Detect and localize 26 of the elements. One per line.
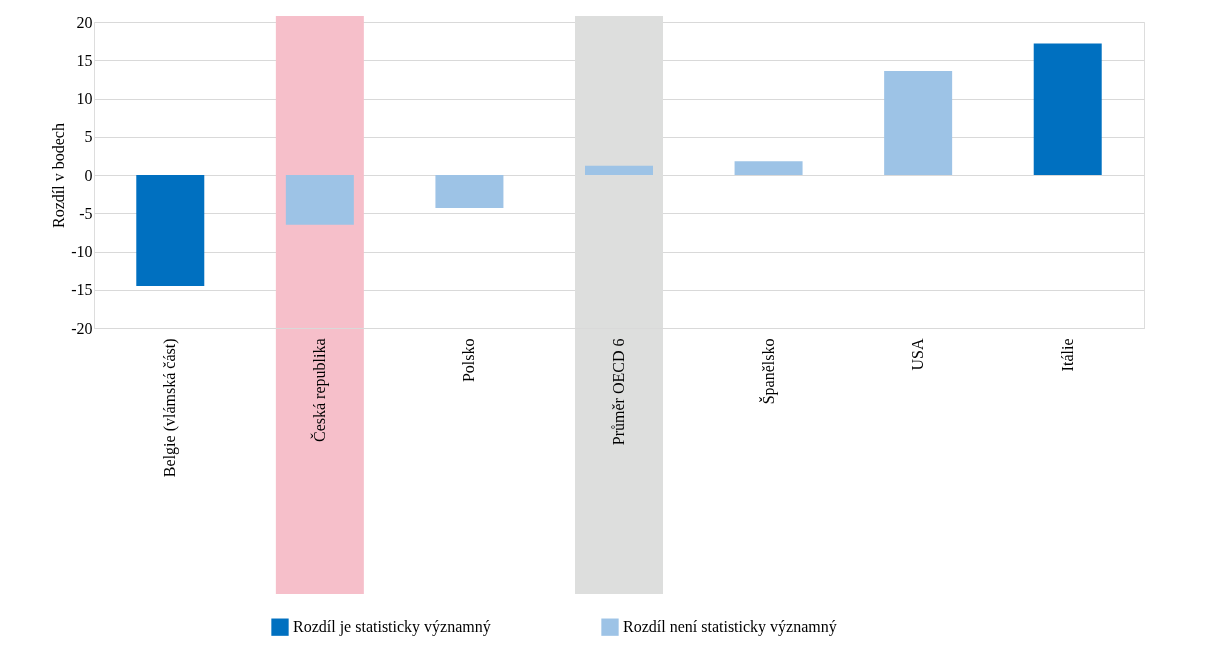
y-tick-label: -15 xyxy=(71,281,93,299)
x-tick-label: Španělsko xyxy=(758,338,778,405)
bar xyxy=(884,70,953,175)
bar xyxy=(585,165,653,175)
y-tick-label: 20 xyxy=(76,13,93,31)
legend-label: Rozdíl není statisticky významný xyxy=(623,618,837,637)
x-tick-label: Itálie xyxy=(1058,338,1076,372)
y-tick-label: 0 xyxy=(84,166,93,184)
x-tick-label: Polsko xyxy=(460,338,478,383)
bar xyxy=(734,161,803,175)
y-tick-label: 10 xyxy=(76,90,93,107)
y-axis-title: Rozdíl v bodech xyxy=(50,123,68,228)
y-tick-label: -5 xyxy=(79,204,93,222)
y-tick-label: 5 xyxy=(84,128,93,146)
bar xyxy=(1033,43,1102,175)
bar xyxy=(435,175,504,208)
x-tick-label: USA xyxy=(909,338,927,371)
bar xyxy=(136,175,205,286)
y-tick-label: -20 xyxy=(71,319,93,337)
y-tick-label: 15 xyxy=(76,51,93,69)
bar xyxy=(285,175,354,225)
legend-label: Rozdíl je statisticky významný xyxy=(293,618,491,637)
x-tick-label: Česká republika xyxy=(309,338,329,443)
x-tick-label: Belgie (vlámská část) xyxy=(161,338,180,478)
x-tick-label: Průměr OECD 6 xyxy=(610,338,627,446)
y-tick-label: -10 xyxy=(71,243,93,260)
